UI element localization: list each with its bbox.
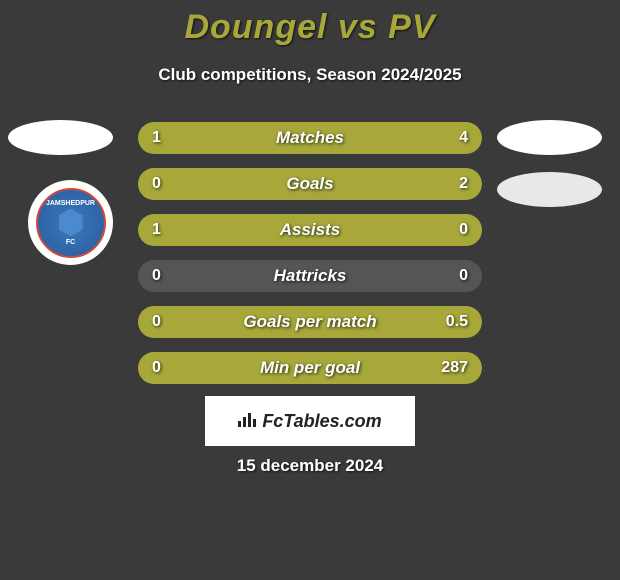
player-avatar-right xyxy=(497,120,602,155)
club-name: JAMSHEDPUR xyxy=(46,200,95,207)
club-badge-inner: JAMSHEDPUR FC xyxy=(36,188,106,258)
watermark: FcTables.com xyxy=(205,396,415,446)
club-subtext: FC xyxy=(66,239,75,246)
stat-row: 0Goals per match0.5 xyxy=(138,306,482,338)
shield-icon xyxy=(59,209,83,237)
date-label: 15 december 2024 xyxy=(0,456,620,476)
comparison-subtitle: Club competitions, Season 2024/2025 xyxy=(0,65,620,85)
stats-container: 1Matches40Goals21Assists00Hattricks00Goa… xyxy=(138,122,482,398)
stat-row: 0Min per goal287 xyxy=(138,352,482,384)
comparison-title: Doungel vs PV xyxy=(0,0,620,47)
stat-label: Assists xyxy=(138,214,482,246)
stat-value-right: 0 xyxy=(459,260,468,292)
stat-row: 0Hattricks0 xyxy=(138,260,482,292)
stat-value-right: 287 xyxy=(441,352,468,384)
stat-label: Goals xyxy=(138,168,482,200)
watermark-text: FcTables.com xyxy=(262,411,381,432)
stat-value-right: 2 xyxy=(459,168,468,200)
chart-icon xyxy=(238,411,258,432)
stat-label: Matches xyxy=(138,122,482,154)
stat-row: 0Goals2 xyxy=(138,168,482,200)
stat-row: 1Assists0 xyxy=(138,214,482,246)
stat-value-right: 0 xyxy=(459,214,468,246)
stat-label: Hattricks xyxy=(138,260,482,292)
stat-value-right: 4 xyxy=(459,122,468,154)
stat-row: 1Matches4 xyxy=(138,122,482,154)
stat-value-right: 0.5 xyxy=(446,306,468,338)
club-badge-left: JAMSHEDPUR FC xyxy=(28,180,113,265)
stat-label: Min per goal xyxy=(138,352,482,384)
stat-label: Goals per match xyxy=(138,306,482,338)
club-placeholder-right xyxy=(497,172,602,207)
player-avatar-left xyxy=(8,120,113,155)
